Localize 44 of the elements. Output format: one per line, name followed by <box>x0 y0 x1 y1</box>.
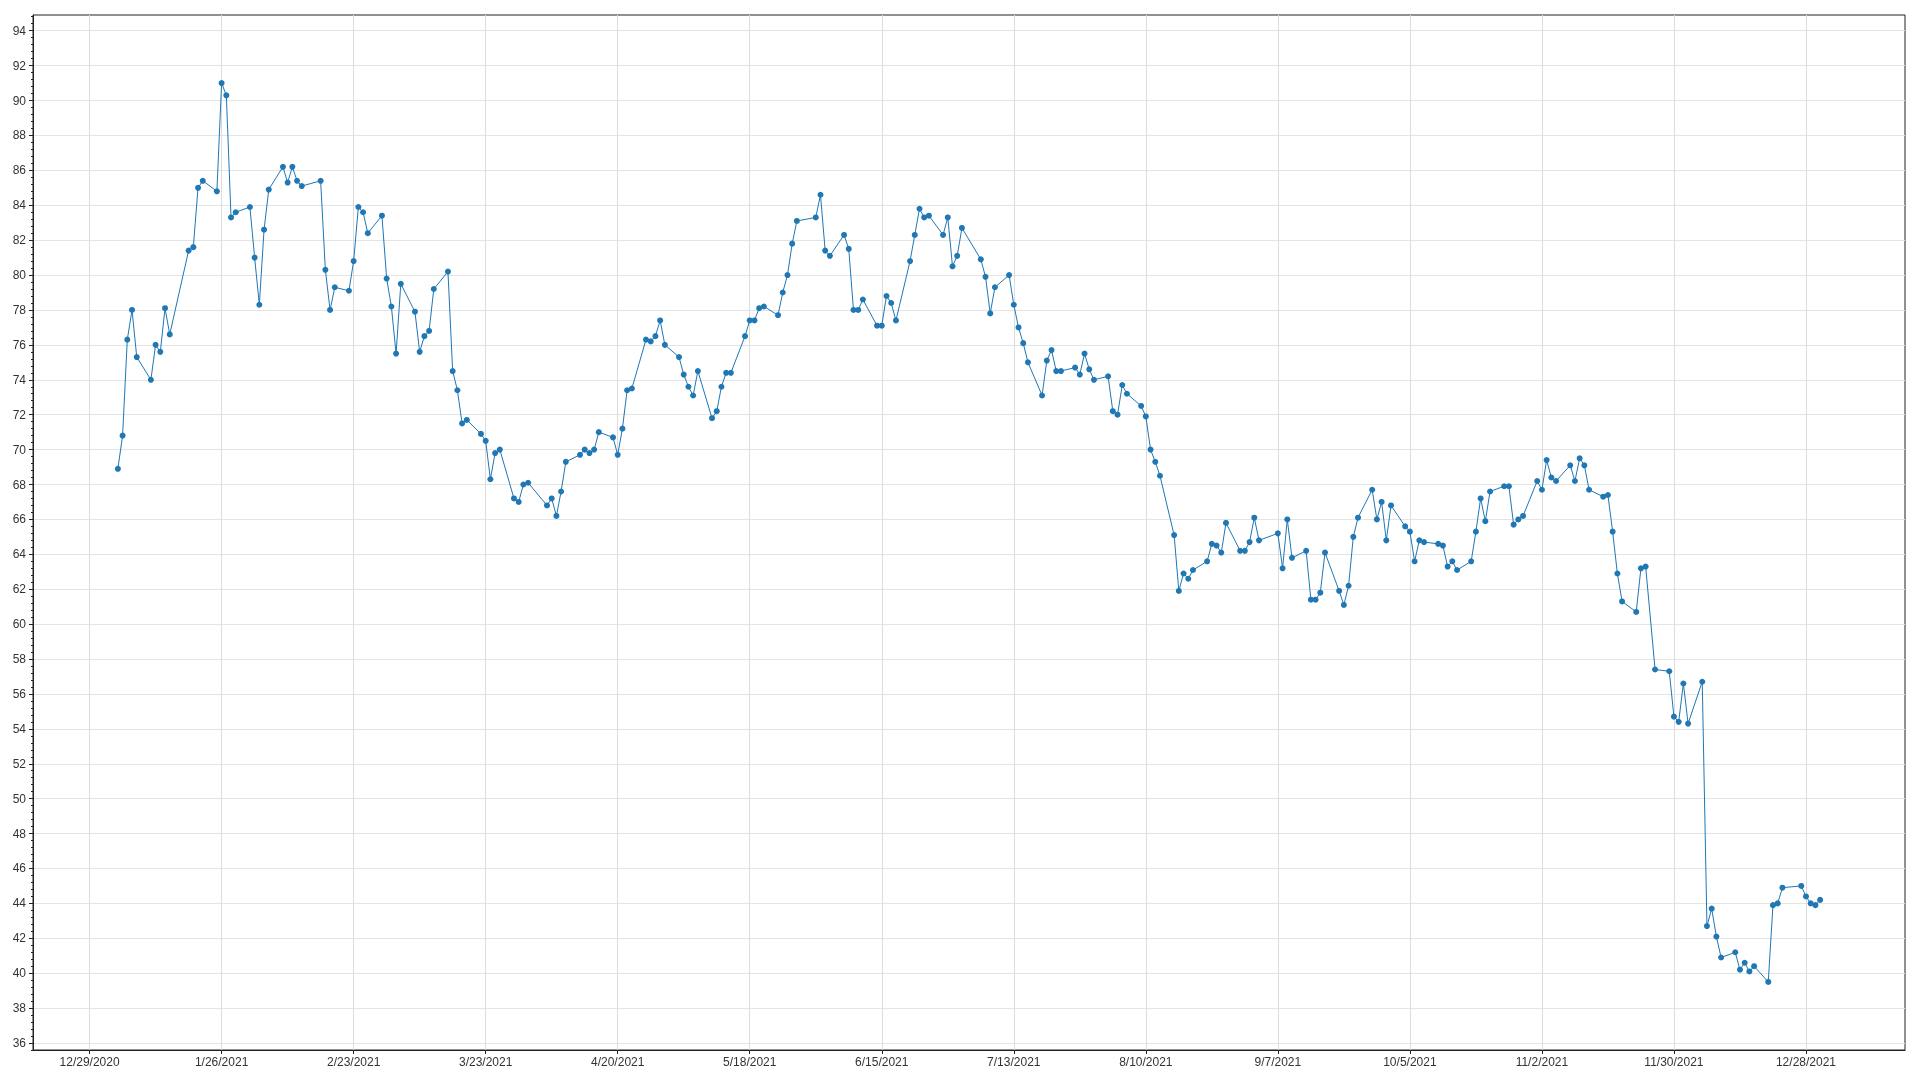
y-tick-label: 54 <box>12 721 27 736</box>
x-tick-label: 5/18/2021 <box>723 1055 777 1069</box>
y-tick-label: 94 <box>12 23 27 38</box>
y-tick-label: 88 <box>12 128 27 143</box>
x-tick-label: 10/5/2021 <box>1383 1055 1437 1069</box>
x-tick-label: 2/23/2021 <box>326 1055 381 1069</box>
y-tick-label: 66 <box>12 512 27 527</box>
y-tick-label: 38 <box>12 1001 27 1016</box>
x-tick-label: 11/30/2021 <box>1644 1055 1704 1069</box>
y-tick-label: 84 <box>12 198 27 213</box>
x-tick-label: 11/2/2021 <box>1515 1055 1569 1069</box>
x-tick-label: 6/15/2021 <box>855 1055 909 1069</box>
y-tick-label: 70 <box>12 442 27 457</box>
y-tick-label: 52 <box>12 756 27 771</box>
x-tick-label: 8/10/2021 <box>1119 1055 1173 1069</box>
y-tick-label: 36 <box>12 1036 27 1051</box>
y-tick-label: 82 <box>12 233 27 248</box>
y-tick-label: 42 <box>12 931 27 946</box>
y-tick-label: 58 <box>12 652 27 667</box>
y-tick-label: 48 <box>12 826 27 841</box>
x-tick-label: 12/29/2020 <box>59 1055 120 1069</box>
y-tick-label: 60 <box>12 617 27 632</box>
y-tick-label: 90 <box>12 93 27 108</box>
y-tick-label: 80 <box>12 268 27 283</box>
y-tick-label: 78 <box>12 302 27 317</box>
y-tick-label: 72 <box>12 407 27 422</box>
x-tick-label: 9/7/2021 <box>1254 1055 1302 1069</box>
y-tick-label: 76 <box>12 337 27 352</box>
x-tick-label: 3/23/2021 <box>458 1055 513 1069</box>
y-tick-label: 92 <box>12 58 27 73</box>
y-tick-label: 64 <box>12 547 27 562</box>
y-tick-label: 56 <box>12 686 27 701</box>
y-tick-label: 62 <box>12 582 27 597</box>
x-tick-label: 7/13/2021 <box>987 1055 1041 1069</box>
y-tick-label: 46 <box>12 861 27 876</box>
x-tick-label: 1/26/2021 <box>194 1055 249 1069</box>
x-tick-label: 4/20/2021 <box>591 1055 645 1069</box>
y-tick-label: 44 <box>12 896 27 911</box>
y-tick-label: 86 <box>12 163 27 178</box>
x-tick-label: 12/28/2021 <box>1775 1055 1837 1069</box>
y-tick-label: 50 <box>12 791 27 806</box>
y-tick-label: 68 <box>12 477 27 492</box>
y-tick-label: 74 <box>12 372 27 387</box>
y-tick-label: 40 <box>12 966 27 981</box>
